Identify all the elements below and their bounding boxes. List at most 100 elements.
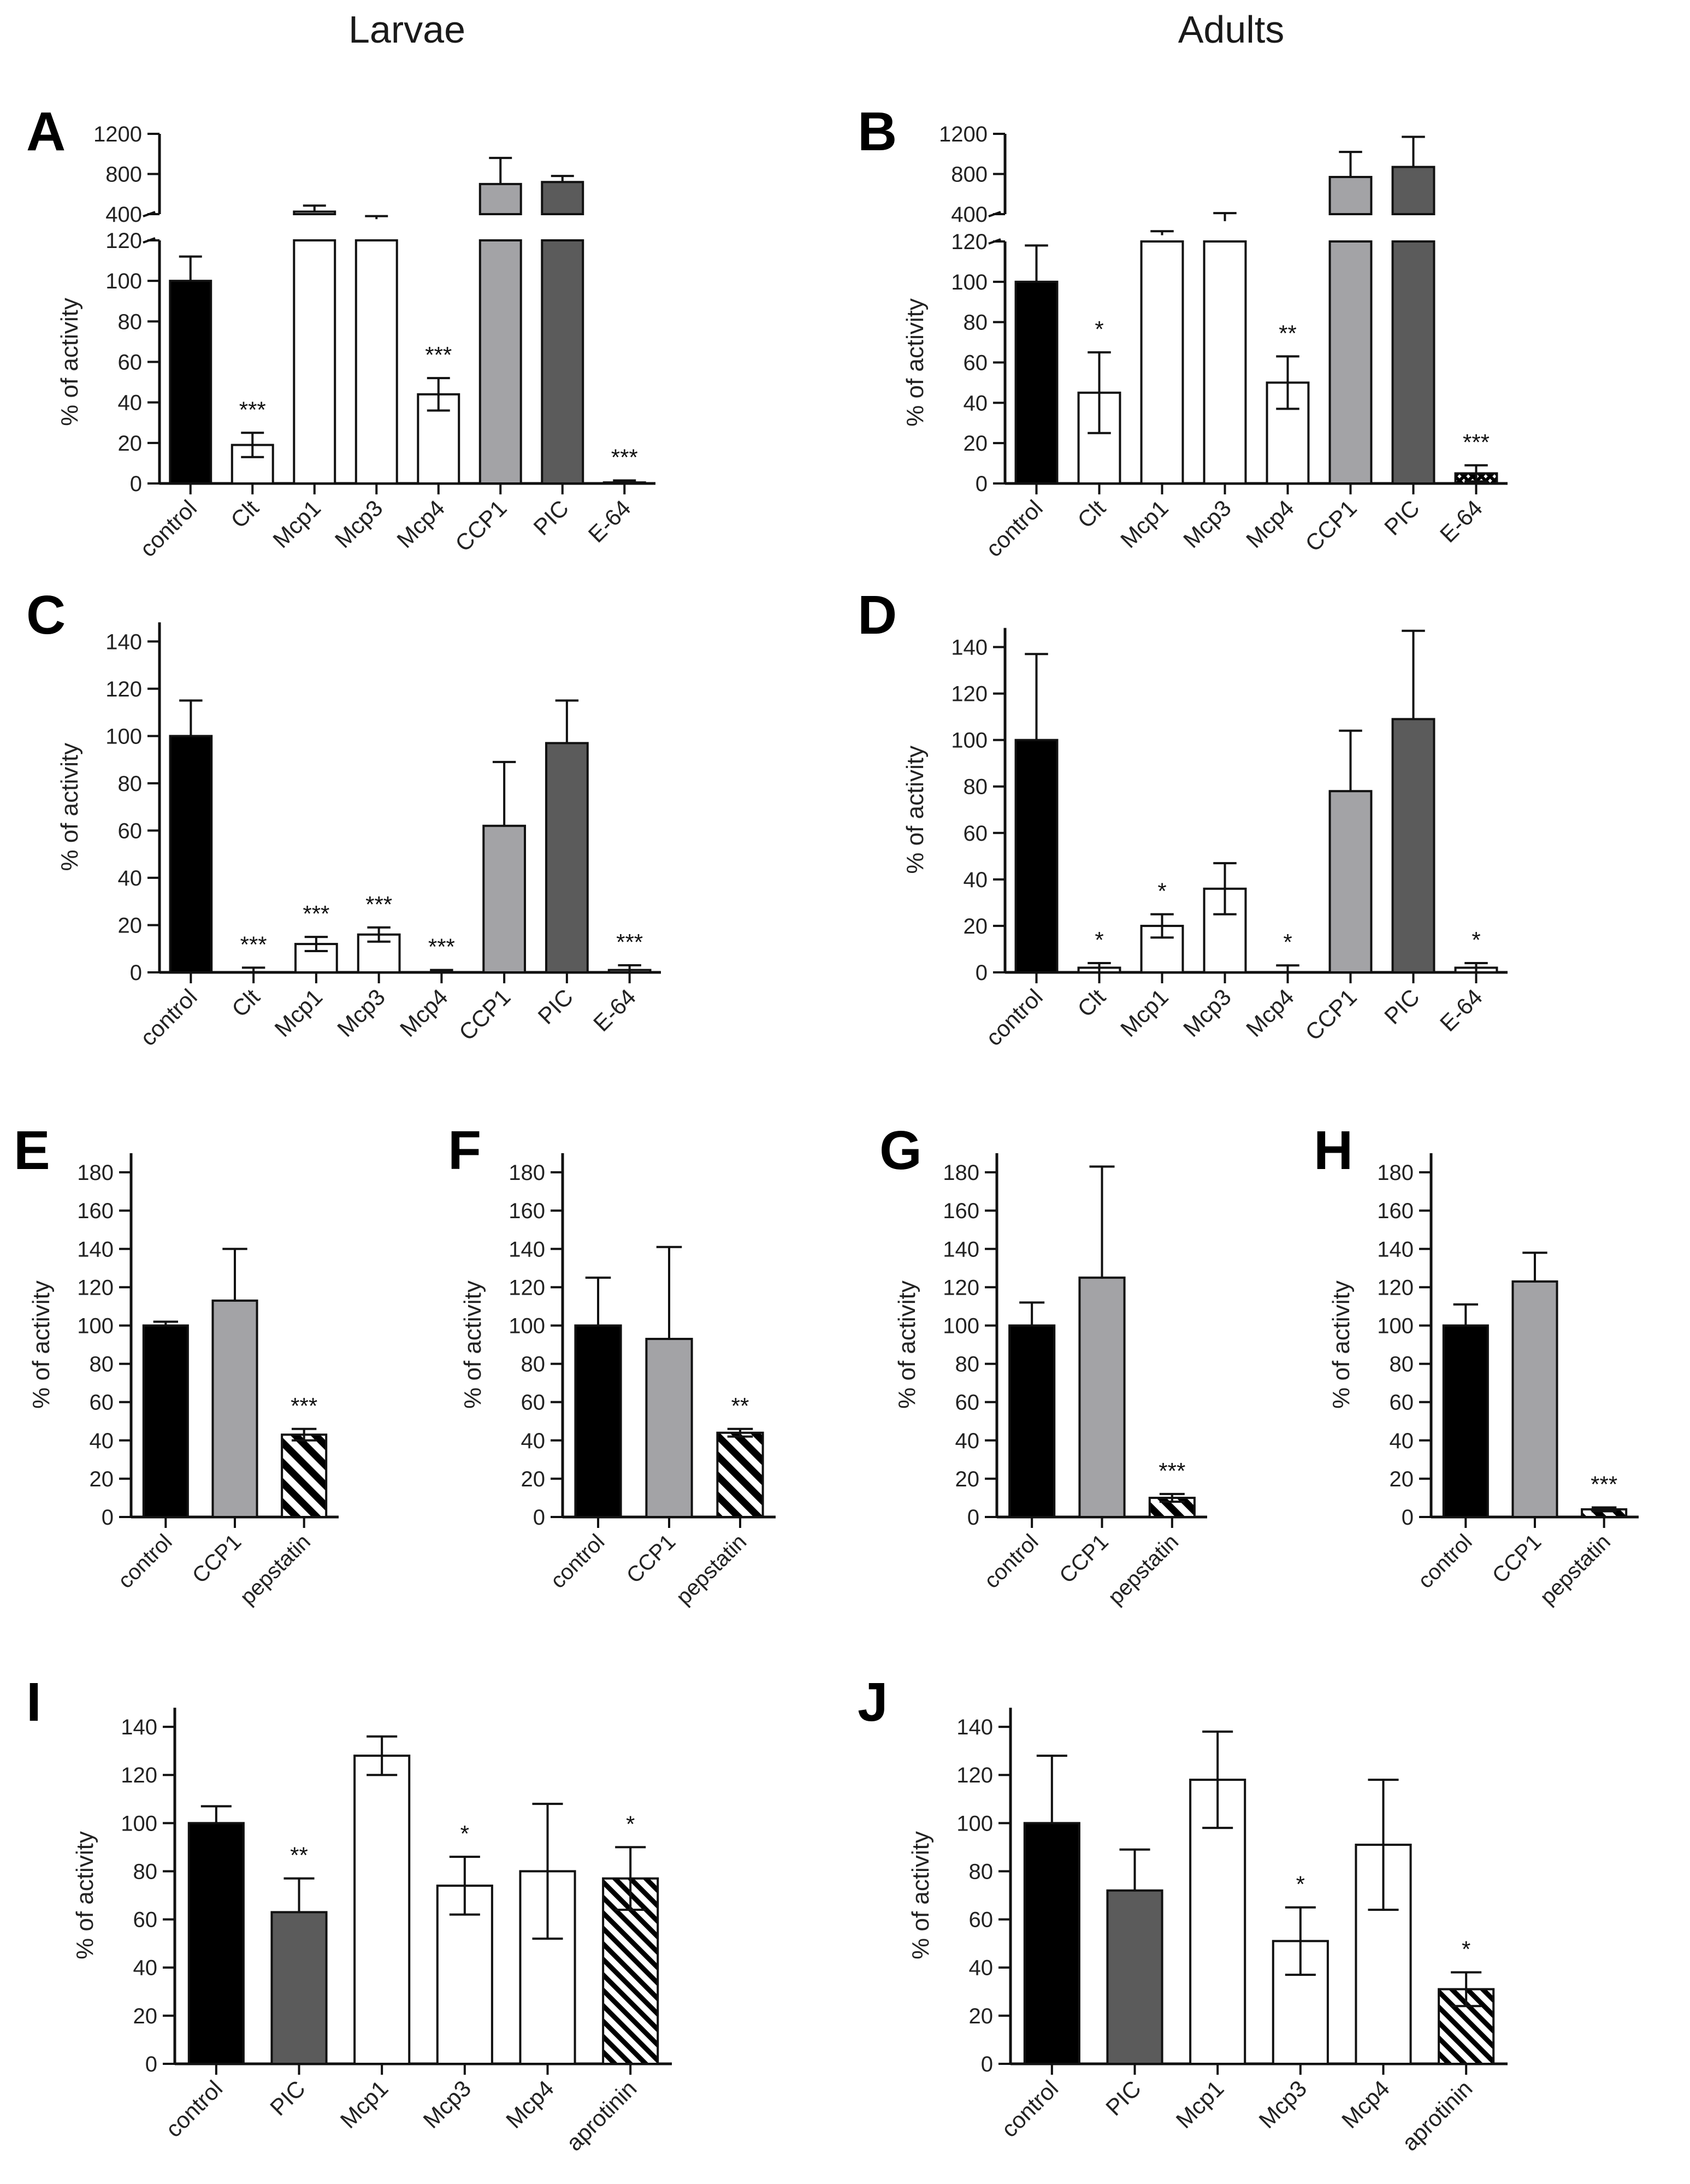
y-axis-label: % of activity xyxy=(894,1280,920,1409)
y-tick-label: 20 xyxy=(955,1467,980,1491)
y-axis-label: % of activity xyxy=(28,1280,55,1409)
x-tick-label-mcp1: Mcp1 xyxy=(269,984,327,1042)
x-tick-label-clt: Clt xyxy=(226,495,264,533)
y-tick-label: 40 xyxy=(118,391,143,415)
y-tick-label: 40 xyxy=(964,391,988,415)
x-tick-label-ccp1: CCP1 xyxy=(622,1530,681,1588)
panel-letter-c: C xyxy=(26,585,66,646)
upper-y-tick-label: 400 xyxy=(105,203,142,227)
x-tick-label-clt: Clt xyxy=(1072,984,1110,1022)
bar-ccp1 xyxy=(1511,1280,1558,1518)
y-tick-label: 160 xyxy=(77,1199,114,1223)
y-tick-label: 100 xyxy=(956,1811,993,1835)
y-tick-label: 0 xyxy=(981,2052,993,2076)
y-tick-label: 180 xyxy=(1377,1161,1414,1185)
y-tick-label: 20 xyxy=(133,2004,158,2028)
upper-y-tick-label: 800 xyxy=(105,163,142,187)
y-tick-label: 40 xyxy=(118,866,143,890)
axis-break-mark xyxy=(143,237,156,244)
y-axis-label: % of activity xyxy=(902,746,929,874)
x-tick-label-mcp1: Mcp1 xyxy=(335,2075,393,2133)
y-tick-label: 20 xyxy=(969,2004,994,2028)
x-tick-label-e-64: E-64 xyxy=(1435,984,1487,1036)
bar-ccp1 xyxy=(1328,240,1373,485)
x-tick-label-pic: PIC xyxy=(1379,984,1425,1029)
y-tick-label: 100 xyxy=(105,269,142,293)
x-tick-label-aprotinin: aprotinin xyxy=(1397,2075,1477,2156)
x-tick-label-control: control xyxy=(546,1530,609,1593)
y-tick-label: 40 xyxy=(90,1429,114,1453)
bar-pic xyxy=(545,742,589,974)
y-tick-label: 100 xyxy=(509,1314,545,1338)
y-tick-label: 60 xyxy=(964,351,988,375)
y-tick-label: 0 xyxy=(130,472,142,496)
bar-control xyxy=(169,735,213,974)
upper-y-tick-label: 1200 xyxy=(939,122,988,146)
significance-mark: * xyxy=(1462,1937,1470,1962)
x-tick-label-mcp1: Mcp1 xyxy=(1115,984,1173,1042)
bar-ccp1 xyxy=(1328,790,1373,973)
panel-letter-e: E xyxy=(14,1120,50,1181)
bar-control xyxy=(1008,1324,1056,1518)
x-tick-label-ccp1: CCP1 xyxy=(1300,495,1361,556)
panel-letter-h: H xyxy=(1314,1120,1353,1181)
bar-ccp1 xyxy=(478,239,522,485)
significance-mark: *** xyxy=(616,929,643,955)
x-tick-label-pepstatin: pepstatin xyxy=(1103,1530,1183,1609)
x-tick-label-e-64: E-64 xyxy=(588,984,641,1036)
x-tick-label-mcp4: Mcp4 xyxy=(501,2075,559,2133)
bar-upper-mcp1 xyxy=(293,210,336,215)
y-tick-label: 180 xyxy=(943,1161,979,1185)
panel-letter-a: A xyxy=(26,101,66,162)
panel-i: I 0 20 40 60 80 100 120 140 % of activity control *… xyxy=(26,1672,672,2156)
x-tick-label-mcp3: Mcp3 xyxy=(1178,984,1236,1042)
y-tick-label: 120 xyxy=(956,1763,993,1787)
x-tick-label-mcp3: Mcp3 xyxy=(1178,495,1236,553)
bar-mcp1 xyxy=(353,1754,411,2065)
significance-mark: ** xyxy=(731,1393,749,1419)
bar-mcp1 xyxy=(293,239,336,485)
y-tick-label: 60 xyxy=(118,351,143,375)
x-tick-label-e-64: E-64 xyxy=(1435,495,1487,547)
y-tick-label: 140 xyxy=(951,636,988,660)
x-tick-label-control: control xyxy=(161,2075,227,2142)
bar-pepstatin xyxy=(281,1433,328,1518)
y-axis-label: % of activity xyxy=(907,1831,934,1959)
y-tick-label: 100 xyxy=(105,724,142,748)
significance-mark: *** xyxy=(1463,429,1490,455)
x-tick-label-mcp4: Mcp4 xyxy=(1241,984,1299,1042)
panel-letter-i: I xyxy=(26,1672,42,1733)
x-tick-label-mcp1: Mcp1 xyxy=(268,495,326,553)
panel-h: H 0 20 40 60 80 100 120 140 160 180 % of activity co… xyxy=(1314,1120,1639,1609)
y-axis-label: % of activity xyxy=(459,1280,486,1409)
x-tick-label-mcp3: Mcp3 xyxy=(1254,2075,1311,2133)
x-tick-label-mcp4: Mcp4 xyxy=(1241,495,1299,553)
upper-y-tick-label: 800 xyxy=(951,163,988,187)
significance-mark: * xyxy=(1095,927,1103,953)
y-tick-label: 20 xyxy=(964,432,988,456)
y-tick-label: 140 xyxy=(105,630,142,654)
x-tick-label-pic: PIC xyxy=(265,2075,310,2121)
significance-mark: * xyxy=(460,1821,469,1846)
y-tick-label: 140 xyxy=(121,1715,157,1739)
significance-mark: *** xyxy=(291,1393,317,1419)
y-tick-label: 20 xyxy=(521,1467,546,1491)
x-tick-label-mcp4: Mcp4 xyxy=(392,495,450,553)
y-tick-label: 60 xyxy=(969,1908,994,1932)
y-tick-label: 100 xyxy=(121,1811,157,1835)
y-tick-label: 60 xyxy=(90,1391,114,1415)
y-tick-label: 80 xyxy=(964,311,988,335)
bar-control xyxy=(1023,1822,1080,2065)
x-tick-label-ccp1: CCP1 xyxy=(188,1530,246,1588)
axis-break-mark xyxy=(988,238,1001,245)
y-tick-label: 60 xyxy=(133,1908,158,1932)
x-tick-label-ccp1: CCP1 xyxy=(450,495,511,556)
significance-mark: *** xyxy=(611,444,638,470)
bar-mcp1 xyxy=(1140,240,1184,485)
y-tick-label: 40 xyxy=(969,1956,994,1980)
y-tick-label: 140 xyxy=(956,1715,993,1739)
y-tick-label: 60 xyxy=(964,822,988,846)
x-tick-label-pic: PIC xyxy=(533,984,578,1029)
